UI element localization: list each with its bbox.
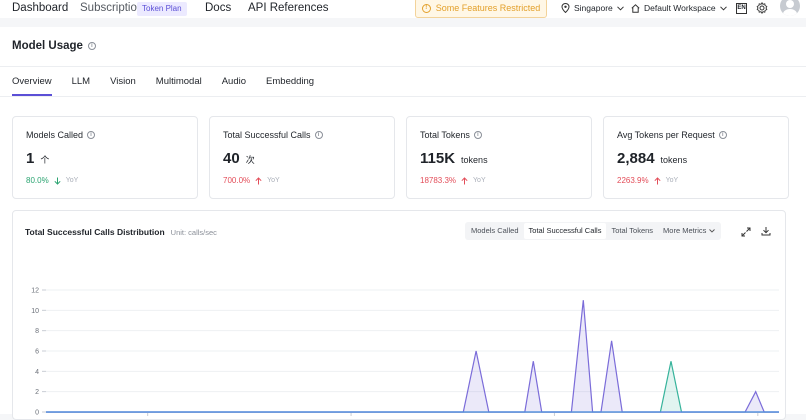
location-icon — [561, 3, 570, 13]
stat-unit: 个 — [40, 155, 50, 165]
y-tick-label: 2 — [35, 389, 39, 396]
stat-change: 700.0% — [223, 176, 251, 185]
stat-card-total-tokens: Total Tokens i 115K tokens 18783.3% YoY — [406, 116, 592, 199]
stat-label: Total Tokens — [420, 130, 470, 140]
stat-value: 2,884 — [617, 150, 655, 167]
arrow-up-icon — [255, 176, 262, 184]
nav-dashboard[interactable]: Dashboard — [12, 2, 69, 14]
nav-subscription[interactable]: Subscription — [80, 2, 144, 14]
stat-change: 80.0% — [26, 176, 49, 185]
stat-value: 1 — [26, 150, 35, 167]
avatar[interactable] — [780, 0, 800, 16]
stat-value: 115K — [420, 150, 456, 167]
tab-vision[interactable]: Vision — [110, 76, 136, 87]
yoy-label: YoY — [65, 177, 79, 184]
chart-card: Total Successful Calls Distribution Unit… — [12, 210, 786, 420]
info-icon[interactable]: i — [314, 131, 323, 139]
y-tick-label: 8 — [35, 328, 39, 335]
divider — [0, 66, 806, 67]
yoy-label: YoY — [473, 177, 486, 184]
info-icon[interactable]: i — [473, 131, 482, 139]
metric-total-tokens[interactable]: Total Tokens — [611, 226, 654, 235]
info-icon[interactable]: i — [87, 131, 96, 139]
home-icon — [631, 3, 640, 13]
top-nav: Dashboard Subscription Token Plan Docs A… — [0, 0, 806, 18]
stat-value: 40 — [223, 150, 240, 167]
stat-unit: tokens — [660, 155, 688, 165]
restricted-text: Some Features Restricted — [435, 3, 541, 13]
tab-bar: Overview LLM Vision Multimodal Audio Emb… — [12, 76, 334, 96]
tab-overview[interactable]: Overview — [12, 76, 52, 96]
stat-unit: tokens — [461, 155, 488, 165]
region-label: Singapore — [574, 3, 613, 13]
download-icon[interactable] — [761, 226, 771, 236]
page-title-text: Model Usage — [12, 40, 83, 52]
stat-change: 2263.9% — [617, 176, 649, 185]
region-selector[interactable]: Singapore — [561, 3, 624, 13]
chart-title-text: Total Successful Calls Distribution — [25, 227, 165, 237]
info-icon: ! — [421, 3, 431, 13]
divider — [0, 96, 806, 97]
info-icon[interactable]: i — [87, 42, 96, 50]
workspace-label: Default Workspace — [644, 3, 716, 13]
language-icon[interactable]: EN — [736, 3, 747, 14]
arrow-up-icon — [461, 176, 468, 184]
stat-unit: 次 — [245, 155, 255, 165]
chevron-down-icon — [616, 5, 624, 11]
expand-icon[interactable] — [741, 227, 751, 237]
metric-models-called[interactable]: Models Called — [471, 226, 519, 235]
metric-switcher: Models Called Total Successful Calls Tot… — [465, 222, 722, 240]
tab-multimodal[interactable]: Multimodal — [155, 76, 202, 87]
metric-total-successful-calls[interactable]: Total Successful Calls — [523, 223, 607, 239]
chevron-down-icon — [709, 229, 716, 233]
stat-card-avg-tokens: Avg Tokens per Request i 2,884 tokens 2263… — [603, 116, 789, 199]
metric-more[interactable]: More Metrics — [658, 223, 720, 239]
token-plan-badge: Token Plan — [137, 2, 187, 16]
yoy-label: YoY — [665, 177, 679, 184]
chart-area: 02468101206-29 00:0007-01 00:0007-03 00:… — [31, 288, 779, 417]
main-panel: Model Usage i Overview LLM Vision Multim… — [0, 27, 806, 420]
tab-audio[interactable]: Audio — [221, 76, 247, 87]
y-tick-label: 4 — [35, 369, 39, 376]
tab-embedding[interactable]: Embedding — [266, 76, 315, 87]
stat-label: Models Called — [26, 130, 84, 140]
stat-label: Total Successful Calls — [223, 130, 311, 140]
arrow-down-icon — [54, 177, 61, 185]
yoy-label: YoY — [267, 177, 280, 184]
info-icon[interactable]: i — [718, 131, 727, 139]
page-title: Model Usage i — [12, 40, 96, 52]
nav-docs[interactable]: Docs — [205, 2, 232, 14]
arrow-up-icon — [654, 176, 661, 184]
gear-icon[interactable] — [756, 2, 768, 14]
y-tick-label: 0 — [35, 410, 39, 417]
restricted-banner[interactable]: ! Some Features Restricted — [415, 0, 547, 18]
chart-unit: Unit: calls/sec — [170, 228, 217, 237]
y-tick-label: 6 — [35, 349, 39, 356]
workspace-selector[interactable]: Default Workspace — [631, 3, 727, 13]
y-tick-label: 12 — [31, 288, 39, 295]
stat-change: 18783.3% — [420, 176, 457, 185]
y-tick-label: 10 — [31, 308, 39, 315]
chevron-down-icon — [719, 5, 727, 11]
tab-llm[interactable]: LLM — [71, 76, 91, 87]
nav-api-references[interactable]: API References — [248, 2, 329, 14]
chart-title: Total Successful Calls Distribution Unit… — [25, 227, 217, 237]
stat-card-total-successful-calls: Total Successful Calls i 40 次 700.0% YoY — [209, 116, 395, 199]
metric-more-label: More Metrics — [663, 226, 707, 235]
stat-label: Avg Tokens per Request — [617, 130, 715, 140]
